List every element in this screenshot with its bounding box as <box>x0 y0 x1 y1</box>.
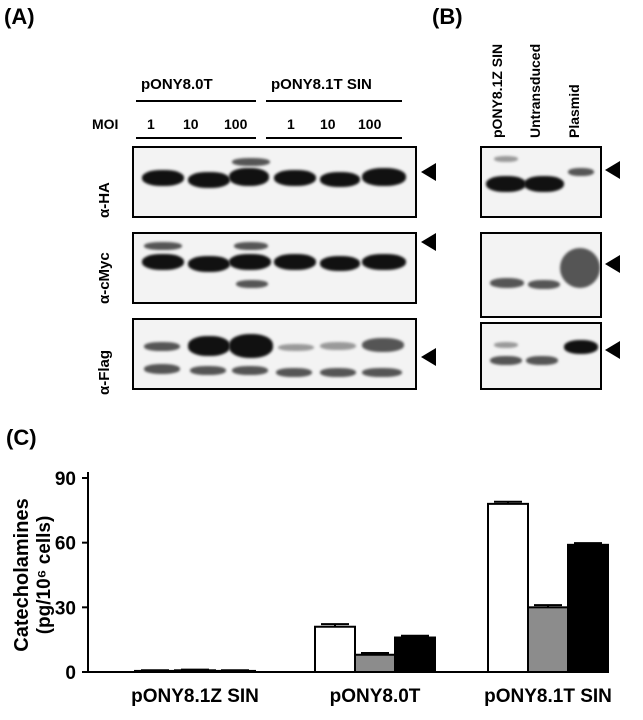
group-underline <box>136 100 256 102</box>
bar <box>314 625 356 674</box>
arrow-icon <box>421 163 436 181</box>
panel-label-c: (C) <box>6 425 37 450</box>
lane-label-plasmid: Plasmid <box>566 84 582 138</box>
category-label: pONY8.0T <box>330 686 421 707</box>
catecholamines-bar-chart: 0 30 60 90 Catecholamines (pg/10⁶ cells) pONY8… <box>11 469 612 707</box>
y-tick-label: 30 <box>55 598 76 619</box>
y-tick-label: 60 <box>55 534 76 555</box>
lane-label-untransduced: Untransduced <box>527 43 543 138</box>
y-axis-label: Catecholamines <box>11 498 33 651</box>
blot-a-flag <box>132 318 417 390</box>
bar <box>487 502 529 673</box>
moi-value: 1 <box>287 116 295 132</box>
bar <box>567 543 609 673</box>
category-label: pONY8.1T SIN <box>484 686 612 707</box>
panel-label-b: (B) <box>432 4 463 29</box>
blot-a-ha <box>132 146 417 218</box>
arrow-icon <box>421 348 436 366</box>
antibody-label-ha: α-HA <box>96 182 113 218</box>
arrow-icon <box>605 341 620 359</box>
moi-value: 10 <box>183 116 199 132</box>
y-axis-label-units: (pg/10⁶ cells) <box>34 516 55 635</box>
moi-value: 100 <box>224 116 248 132</box>
moi-label: MOI <box>92 116 119 132</box>
moi-value: 1 <box>147 116 155 132</box>
moi-underline <box>136 137 256 139</box>
antibody-label-cmyc: α-cMyc <box>96 252 113 304</box>
y-tick-label: 0 <box>65 663 76 684</box>
antibody-label-flag: α-Flag <box>96 349 113 395</box>
arrow-icon <box>421 233 436 251</box>
bar <box>394 636 436 673</box>
group-label-pony80t: pONY8.0T <box>141 76 213 93</box>
blot-a-cmyc <box>132 232 417 304</box>
group-label-pony81t-sin: pONY8.1T SIN <box>271 76 372 93</box>
blot-b-cmyc <box>480 232 602 318</box>
bar <box>527 606 569 673</box>
group-underline <box>266 100 402 102</box>
bar <box>354 653 396 673</box>
arrow-icon <box>605 255 620 273</box>
blot-b-ha <box>480 146 602 218</box>
arrow-icon <box>605 161 620 179</box>
panel-label-a: (A) <box>4 4 35 29</box>
moi-underline <box>266 137 402 139</box>
blot-b-flag <box>480 322 602 390</box>
moi-value: 100 <box>358 116 382 132</box>
y-tick-label: 90 <box>55 469 76 490</box>
category-label: pONY8.1Z SIN <box>131 686 259 707</box>
moi-value: 10 <box>320 116 336 132</box>
lane-label-pony81z-sin: pONY8.1Z SIN <box>489 43 505 138</box>
